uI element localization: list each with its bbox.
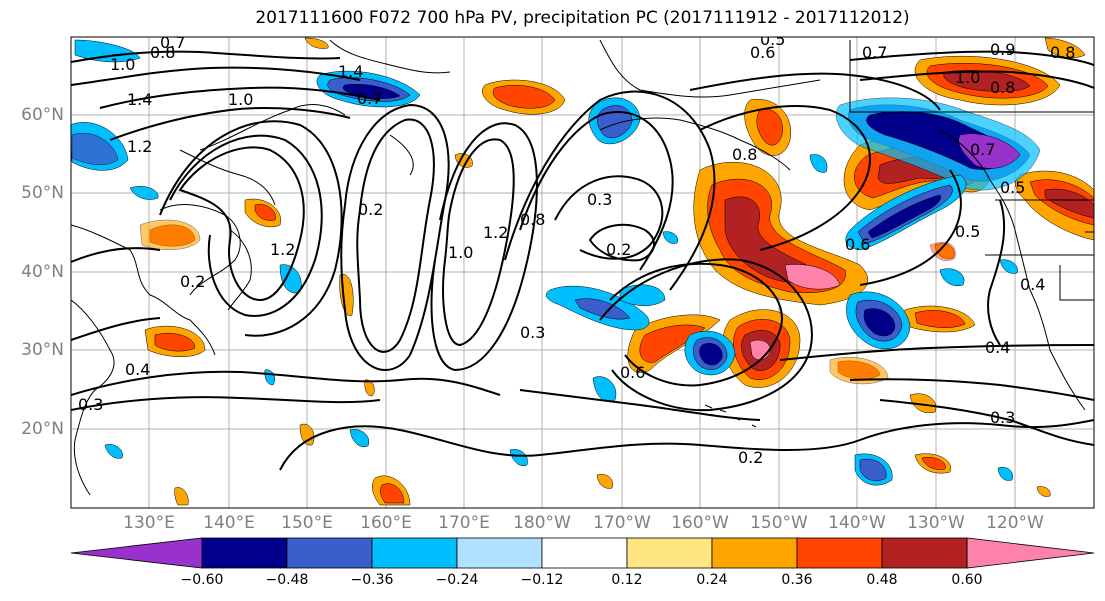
colorbar-tick-label: 0.24 xyxy=(696,572,728,588)
lon-label: 170°E xyxy=(438,513,490,533)
colorbar-extend-max xyxy=(966,537,1095,569)
contour-label: 0.8 xyxy=(150,43,175,62)
contour-label: 0.2 xyxy=(606,240,631,259)
colorbar-tick-label: −0.12 xyxy=(520,572,564,588)
figure-title: 2017111600 F072 700 hPa PV, precipitatio… xyxy=(255,8,910,28)
pv-contours xyxy=(71,50,1094,471)
colorbar-tick-label: 0.60 xyxy=(951,572,983,588)
contour-label: 0.4 xyxy=(985,338,1010,357)
contour-label: 0.7 xyxy=(160,33,185,52)
contour-label: 0.5 xyxy=(760,30,785,49)
lon-label: 160°E xyxy=(360,513,412,533)
lon-label: 150°E xyxy=(281,513,333,533)
colorbar-bin xyxy=(201,537,288,569)
contour-labels: 0.7 0.8 1.0 1.4 1.0 1.2 1.4 0.7 0.6 0.5 … xyxy=(78,30,1075,467)
colorbar-bin xyxy=(881,537,968,569)
colorbar-tick-label: 0.36 xyxy=(781,572,813,588)
contour-label: 0.3 xyxy=(520,323,545,342)
lon-label: 180°W xyxy=(513,513,571,533)
contour-label: 0.2 xyxy=(358,200,383,219)
lat-label: 30°N xyxy=(21,340,64,360)
contour-label: 1.0 xyxy=(228,90,253,109)
colorbar-tick-label: 0.48 xyxy=(866,572,898,588)
contour-label: 0.7 xyxy=(357,89,382,108)
contour-label: 0.9 xyxy=(990,40,1015,59)
contour-label: 1.2 xyxy=(270,240,295,259)
contour-label: 0.8 xyxy=(1050,43,1075,62)
contour-label: 0.6 xyxy=(750,43,775,62)
contour-label: 0.7 xyxy=(862,43,887,62)
lat-label: 20°N xyxy=(21,419,64,439)
colorbar-extend-min xyxy=(70,537,203,569)
contour-label: 1.0 xyxy=(955,68,980,87)
colorbar-bin xyxy=(626,537,713,569)
lat-label: 50°N xyxy=(21,183,64,203)
contour-label: 1.0 xyxy=(110,55,135,74)
contour-label: 0.2 xyxy=(738,448,763,467)
colorbar-bin xyxy=(796,537,883,569)
lon-label: 150°W xyxy=(750,513,808,533)
contour-label: 1.4 xyxy=(127,90,152,109)
colorbar xyxy=(70,537,1095,569)
colorbar-bin xyxy=(371,537,458,569)
contour-label: 0.8 xyxy=(520,210,545,229)
colorbar-bin xyxy=(286,537,373,569)
map-frame xyxy=(70,36,1095,509)
contour-label: 0.5 xyxy=(1000,178,1025,197)
contour-label: 0.4 xyxy=(1020,275,1045,294)
colorbar-tick-label: 0.12 xyxy=(611,572,643,588)
contour-label: 1.2 xyxy=(483,223,508,242)
contour-label: 1.0 xyxy=(448,243,473,262)
contour-label: 0.8 xyxy=(732,145,757,164)
contour-label: 0.2 xyxy=(180,272,205,291)
contour-label: 0.6 xyxy=(845,235,870,254)
contour-label: 0.5 xyxy=(955,222,980,241)
precipitation-fill xyxy=(71,37,1094,506)
colorbar-bin xyxy=(541,537,628,569)
lon-label: 120°W xyxy=(986,513,1044,533)
colorbar-bin xyxy=(456,537,543,569)
lon-label: 170°W xyxy=(593,513,651,533)
contour-label: 0.3 xyxy=(78,395,103,414)
contour-label: 0.3 xyxy=(990,408,1015,427)
colorbar-bin xyxy=(711,537,798,569)
lon-label: 130°E xyxy=(123,513,175,533)
lat-label: 60°N xyxy=(21,105,64,125)
contour-label: 0.6 xyxy=(620,363,645,382)
contour-label: 0.4 xyxy=(125,360,150,379)
colorbar-tick-label: −0.48 xyxy=(265,572,309,588)
contour-label: 1.4 xyxy=(338,62,363,81)
contour-label: 0.3 xyxy=(587,190,612,209)
lon-label: 140°E xyxy=(203,513,255,533)
contour-label: 1.2 xyxy=(127,137,152,156)
lon-label: 140°W xyxy=(828,513,886,533)
coastlines xyxy=(71,39,1094,496)
colorbar-tick-label: −0.36 xyxy=(350,572,394,588)
lon-label: 130°W xyxy=(907,513,965,533)
contour-label: 0.8 xyxy=(990,78,1015,97)
colorbar-tick-label: −0.60 xyxy=(180,572,224,588)
contour-label: 0.7 xyxy=(970,140,995,159)
colorbar-tick-label: −0.24 xyxy=(435,572,479,588)
lon-label: 160°W xyxy=(671,513,729,533)
lat-label: 40°N xyxy=(21,262,64,282)
